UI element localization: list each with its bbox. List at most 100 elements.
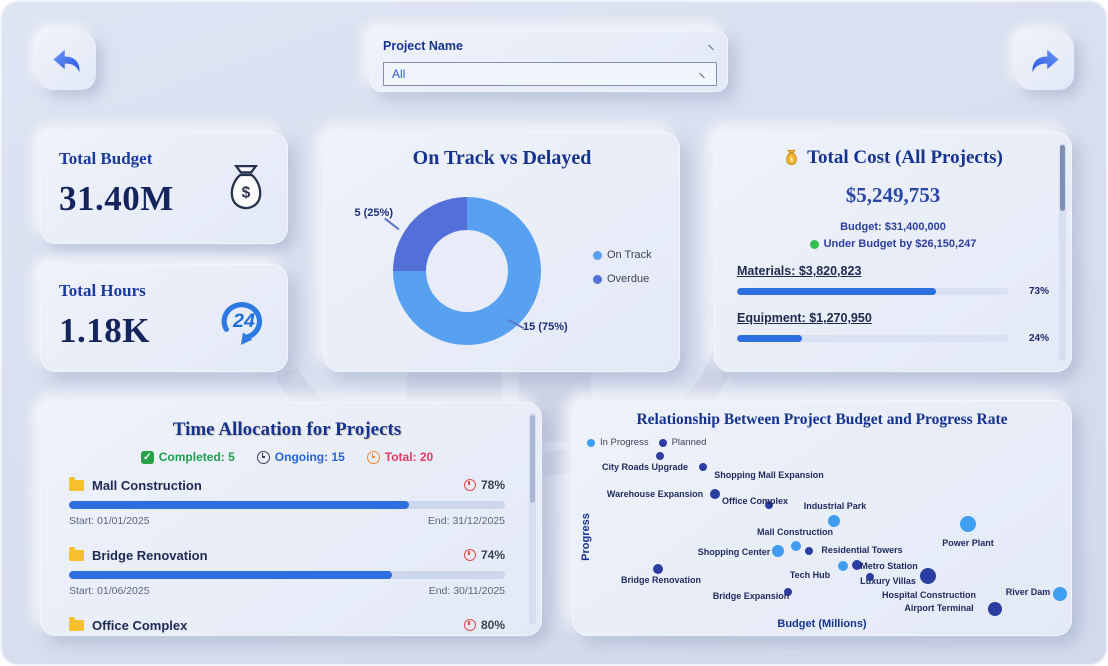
legend-dot-on-track <box>593 250 602 260</box>
scatter-point-label: River Dam <box>1005 587 1051 597</box>
scatter-point-label: Mall Construction <box>757 527 833 537</box>
total-cost-card: $ Total Cost (All Projects) $5,249,753 B… <box>714 132 1072 372</box>
scatter-legend: In Progress Planned <box>587 437 706 448</box>
total-hours-label: Total Hours <box>59 281 146 300</box>
scatter-point[interactable] <box>791 541 801 551</box>
project-end-date: End: 31/12/2025 <box>427 515 505 527</box>
svg-text:$: $ <box>790 156 793 163</box>
project-name: Bridge Renovation <box>92 547 208 563</box>
project-progress-track <box>69 501 505 509</box>
equipment-progress-fill <box>737 335 803 342</box>
legend-label: On Track <box>607 249 652 261</box>
forward-arrow-icon <box>1032 49 1059 73</box>
scatter-point[interactable] <box>699 463 707 471</box>
time-allocation-card: Time Allocation for Projects ✓ Completed… <box>40 402 542 636</box>
project-start-date: Start: 01/06/2025 <box>69 585 150 597</box>
back-button[interactable] <box>38 32 96 90</box>
scatter-point[interactable] <box>765 501 773 509</box>
chevron-down-icon[interactable] <box>708 39 719 50</box>
total-hours-value: 1.18K <box>59 311 150 350</box>
scatter-point[interactable] <box>960 516 976 532</box>
materials-progress-track <box>737 288 1009 295</box>
donut-chart[interactable] <box>393 197 541 345</box>
legend-item-on-track[interactable]: On Track <box>593 249 652 261</box>
legend-dot-in-progress <box>587 438 595 447</box>
scatter-point-label: Shopping Mall Expansion <box>714 470 824 480</box>
equipment-progress-track <box>737 335 1009 342</box>
under-budget-line: Under Budget by $26,150,247 <box>737 238 1049 250</box>
completed-count: ✓ Completed: 5 <box>140 450 235 464</box>
project-progress-fill <box>69 571 392 579</box>
project-percent: 80% <box>480 618 505 632</box>
scatter-point[interactable] <box>710 489 720 499</box>
scatter-point[interactable] <box>784 588 792 596</box>
project-name: Office Complex <box>92 617 188 633</box>
svg-text:$: $ <box>242 184 251 201</box>
scatter-point[interactable] <box>988 602 1002 616</box>
equipment-percent: 24% <box>1028 333 1049 344</box>
project-list: Mall Construction 78% Start: 01/01/2025 End… <box>69 476 505 635</box>
scrollbar-thumb[interactable] <box>1060 145 1065 211</box>
scrollbar-thumb[interactable] <box>530 415 535 503</box>
total-cost-value: $5,249,753 <box>845 183 941 207</box>
forward-button[interactable] <box>1016 32 1074 90</box>
scatter-point[interactable] <box>653 564 663 574</box>
total-hours-card: Total Hours 1.18K 24 <box>40 264 288 372</box>
scatter-title: Relationship Between Project Budget and … <box>636 411 1008 428</box>
scatter-point[interactable] <box>656 452 664 460</box>
folder-icon <box>69 616 84 631</box>
total-cost-title-text: Total Cost (All Projects) <box>807 147 1003 168</box>
scatter-point-label: Office Complex <box>721 496 789 506</box>
clock-24-icon: 24 <box>221 302 263 345</box>
legend-item-overdue[interactable]: Overdue <box>593 273 652 285</box>
legend-item-in-progress[interactable]: In Progress <box>587 437 649 448</box>
legend-label: In Progress <box>600 437 649 448</box>
total-budget-label: Total Budget <box>59 149 153 168</box>
svg-text:24: 24 <box>232 310 255 332</box>
selected-value: All <box>392 67 406 81</box>
scatter-point[interactable] <box>866 573 874 581</box>
scatter-point[interactable] <box>828 515 840 527</box>
scatter-x-axis-label: Budget (Millions) <box>777 618 867 630</box>
scatter-point[interactable] <box>1053 587 1067 601</box>
time-allocation-title: Time Allocation for Projects <box>172 419 402 440</box>
project-percent: 74% <box>480 548 505 562</box>
scatter-point-label: Metro Station <box>860 561 918 571</box>
scrollbar-track[interactable] <box>1059 143 1066 361</box>
alarm-clock-icon <box>463 619 476 631</box>
back-arrow-icon <box>53 49 80 73</box>
legend-item-planned[interactable]: Planned <box>658 437 707 448</box>
on-track-vs-delayed-card: On Track vs Delayed 5 (25%) 15 (75%) On … <box>324 132 680 372</box>
alarm-clock-icon <box>463 549 476 561</box>
materials-percent: 73% <box>1028 286 1049 297</box>
scatter-point-label: Residential Towers <box>821 545 903 555</box>
folder-icon <box>69 476 84 491</box>
project-select[interactable]: All <box>383 62 717 86</box>
clock-icon <box>256 450 270 464</box>
total-budget-value: 31.40M <box>59 179 174 218</box>
budget-line: Budget: $31,400,000 <box>840 221 946 233</box>
scatter-point-label: Tech Hub <box>789 570 831 580</box>
donut-title: On Track vs Delayed <box>412 147 592 169</box>
legend-dot-overdue <box>593 274 602 284</box>
scatter-point[interactable] <box>838 561 848 571</box>
scatter-point-label: Industrial Park <box>803 501 867 511</box>
project-progress-fill <box>69 501 410 509</box>
money-bag-gold-icon: $ <box>786 149 797 165</box>
scatter-point[interactable] <box>852 560 862 570</box>
clock-icon <box>366 450 380 464</box>
scatter-point-label: Shopping Center <box>697 547 771 557</box>
project-end-date: End: 30/11/2025 <box>428 585 505 597</box>
scatter-point[interactable] <box>805 547 813 555</box>
legend-label: Planned <box>671 437 707 448</box>
money-bag-icon: $ <box>230 164 262 210</box>
project-start-date: Start: 01/01/2025 <box>69 515 150 527</box>
project-dates: Start: 01/06/2025 End: 30/11/2025 <box>69 585 505 597</box>
scrollbar-track[interactable] <box>529 413 536 625</box>
materials-progress-fill <box>737 288 936 295</box>
scatter-point[interactable] <box>772 545 784 557</box>
scatter-point[interactable] <box>920 568 936 584</box>
project-name-slicer: Project Name All <box>370 30 728 92</box>
scatter-point-label: Bridge Renovation <box>620 575 702 585</box>
project-row: Bridge Renovation 74% Start: 01/06/2025 End… <box>69 546 505 597</box>
